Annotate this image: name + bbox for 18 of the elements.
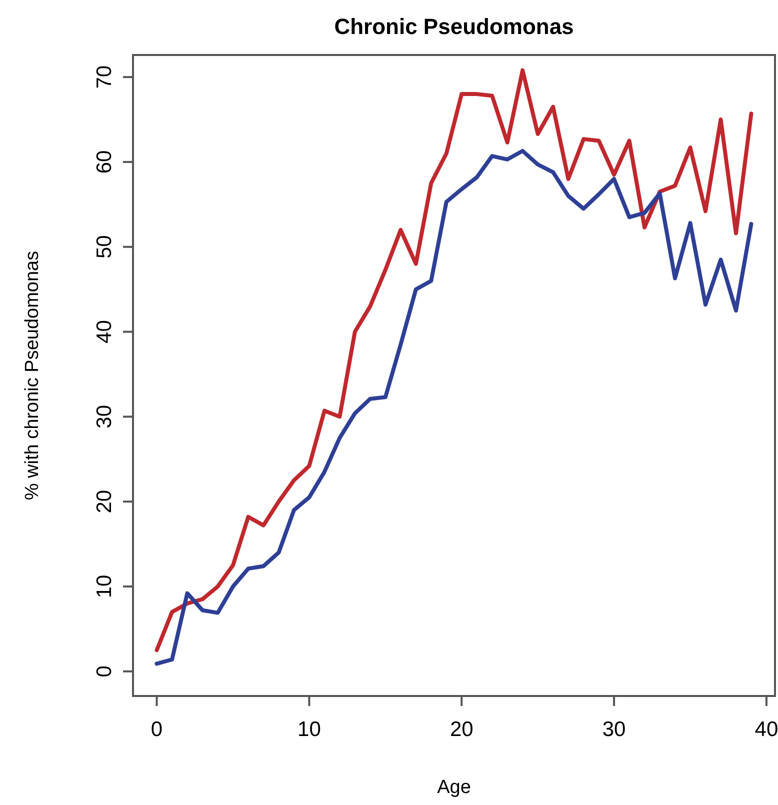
y-tick-label: 40	[93, 320, 116, 344]
y-tick-label: 10	[93, 574, 116, 598]
y-axis-title: % with chronic Pseudomonas	[22, 250, 43, 500]
x-tick-label: 0	[150, 718, 163, 741]
chart-title: Chronic Pseudomonas	[334, 14, 574, 39]
y-tick-label: 30	[93, 404, 116, 428]
line-series	[154, 148, 754, 666]
y-tick-label: 70	[93, 65, 116, 89]
x-tick-label: 10	[298, 718, 321, 741]
y-tick-label: 0	[93, 666, 116, 678]
x-axis-title: Age	[437, 777, 471, 798]
x-tick-label: 40	[754, 718, 778, 741]
y-tick-label: 50	[93, 235, 116, 259]
x-tick-label: 20	[450, 718, 474, 741]
y-tick-label: 60	[93, 150, 116, 174]
y-tick-label: 20	[93, 490, 116, 514]
line-series	[154, 68, 754, 652]
x-tick-label: 30	[602, 718, 626, 741]
